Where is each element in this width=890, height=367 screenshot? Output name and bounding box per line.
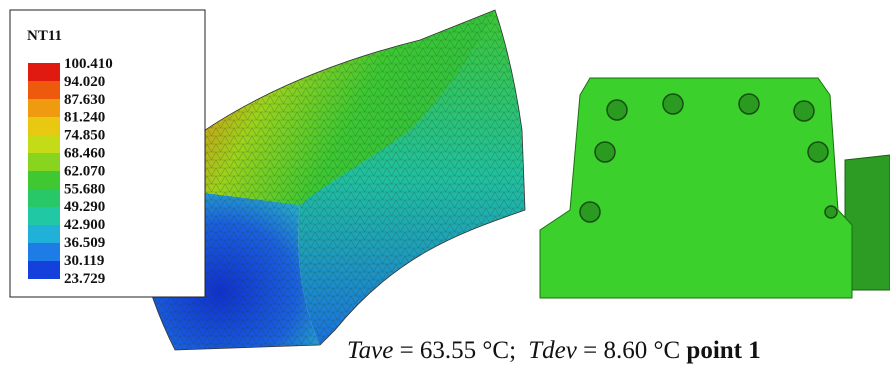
legend-title: NT11 bbox=[27, 28, 62, 44]
legend-label: 94.020 bbox=[64, 74, 105, 90]
tave-value: = 63.55 °C; bbox=[400, 337, 516, 364]
color-bar bbox=[28, 63, 60, 279]
legend-label: 36.509 bbox=[64, 235, 105, 251]
caption: Tave = 63.55 °C; Tdev = 8.60 °C point 1 bbox=[347, 337, 761, 364]
tdev-value: = 8.60 °C bbox=[583, 337, 680, 364]
tave-symbol: Tave bbox=[347, 337, 393, 364]
legend-label: 81.240 bbox=[64, 110, 105, 126]
figure: NT11 100.410 94.020 87.630 81.240 74.850 68.4… bbox=[0, 0, 890, 367]
point-label: point 1 bbox=[686, 337, 760, 364]
legend-label: 30.119 bbox=[64, 253, 104, 269]
legend-label: 74.850 bbox=[64, 128, 105, 144]
legend-label: 42.900 bbox=[64, 217, 105, 233]
legend-label: 23.729 bbox=[64, 271, 105, 287]
tdev-symbol: Tdev bbox=[528, 337, 578, 364]
part-model bbox=[540, 78, 890, 298]
legend-label: 49.290 bbox=[64, 199, 105, 215]
legend-label: 68.460 bbox=[64, 146, 105, 162]
legend-label: 55.680 bbox=[64, 181, 105, 197]
legend-label: 62.070 bbox=[64, 163, 105, 179]
legend-label: 100.410 bbox=[64, 56, 113, 72]
legend-label: 87.630 bbox=[64, 92, 105, 108]
legend: NT11 100.410 94.020 87.630 81.240 74.850 68.4… bbox=[10, 10, 205, 297]
